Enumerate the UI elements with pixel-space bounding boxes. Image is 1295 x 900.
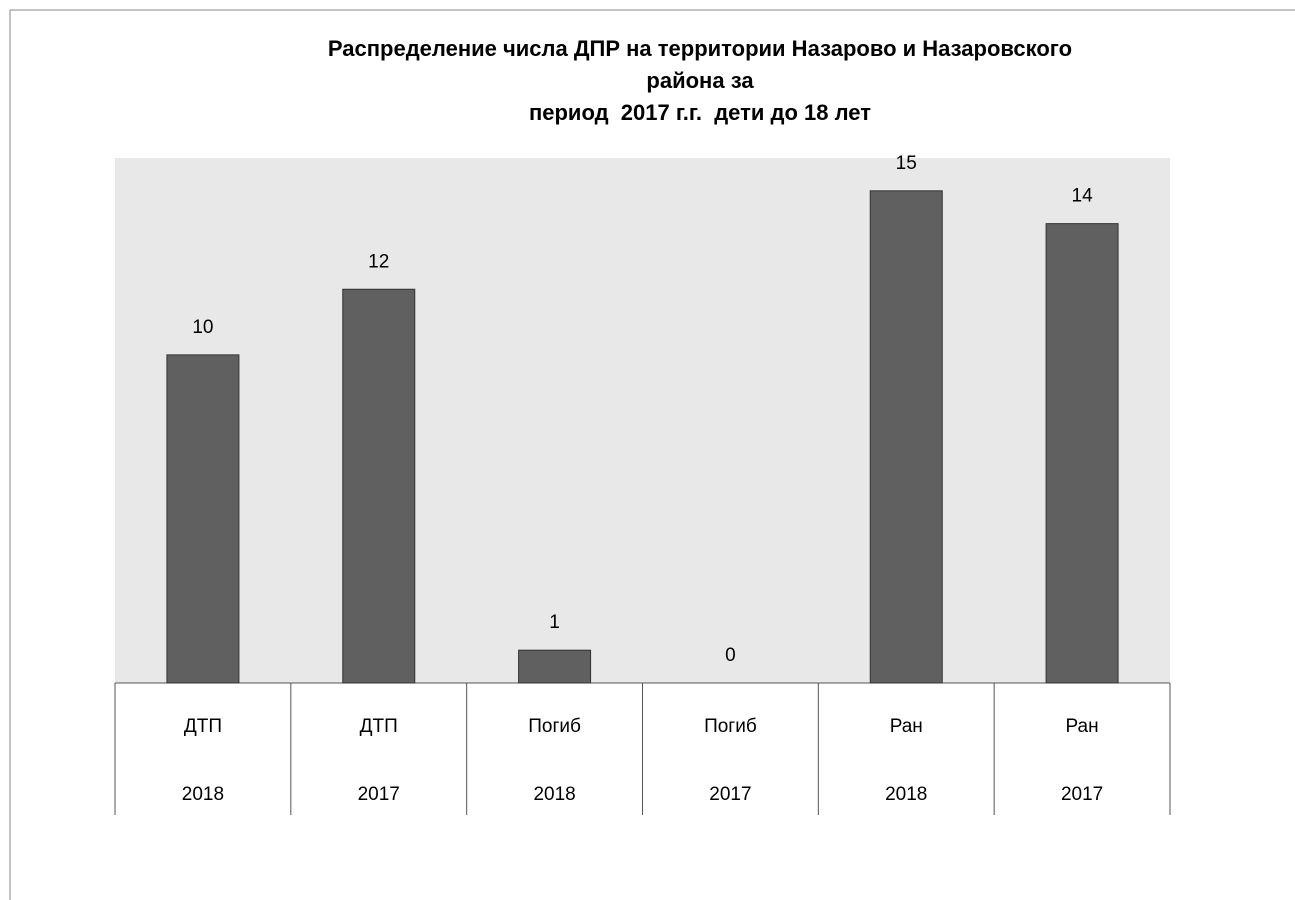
bar <box>869 190 943 684</box>
x-tick-label: Ран <box>890 716 923 737</box>
chart-title: района за <box>646 68 754 93</box>
x-tick-label: 2018 <box>533 784 575 805</box>
x-tick-label: 2018 <box>885 784 927 805</box>
x-tick-label: ДТП <box>184 716 222 737</box>
bar <box>166 354 240 684</box>
data-label: 15 <box>896 153 917 174</box>
data-label: 1 <box>549 612 560 633</box>
x-tick-label: 2017 <box>1061 784 1103 805</box>
bar <box>342 288 416 684</box>
x-tick-label: Погиб <box>704 716 757 737</box>
x-tick-label: Погиб <box>528 716 581 737</box>
data-label: 0 <box>725 645 736 666</box>
plot-area <box>115 158 1170 683</box>
bar <box>1045 223 1119 684</box>
chart-title: Распределение числа ДПР на территории На… <box>328 36 1072 61</box>
bar <box>518 649 592 684</box>
x-tick-label: 2018 <box>182 784 224 805</box>
x-tick-label: 2017 <box>358 784 400 805</box>
data-label: 10 <box>192 317 213 338</box>
chart-title: период 2017 г.г. дети до 18 лет <box>529 100 871 125</box>
x-tick-label: ДТП <box>360 716 398 737</box>
data-label: 12 <box>368 251 389 272</box>
data-label: 14 <box>1072 186 1094 207</box>
x-tick-label: Ран <box>1066 716 1099 737</box>
x-tick-label: 2017 <box>709 784 751 805</box>
